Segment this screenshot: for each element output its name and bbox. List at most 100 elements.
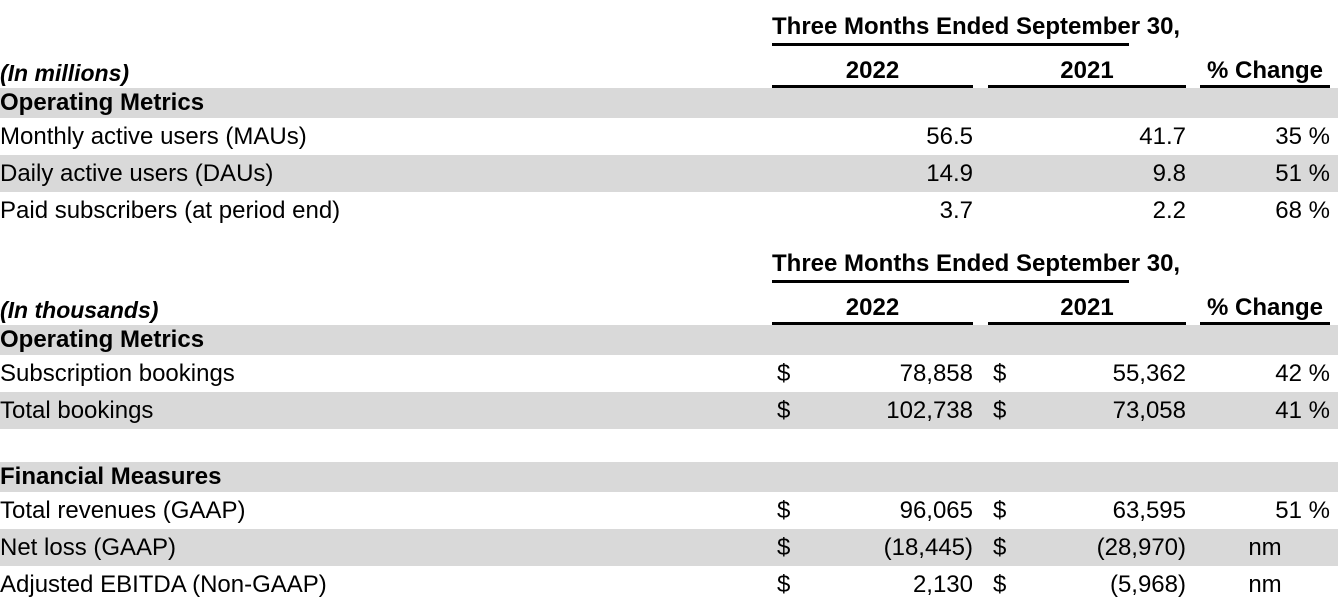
value-2022: 56.5 [926,122,973,150]
value-text: (18,445) [883,533,973,561]
value-pct-change: 51 % [1275,159,1330,187]
column-gap [1186,355,1200,392]
column-header-2022: 2022 [772,46,973,88]
operating-metrics-thousands-table: Three Months Ended September 30, (In tho… [0,249,1338,429]
table-row-adjusted-ebitda: Adjusted EBITDA (Non-GAAP) $ 2,130 $ (5,… [0,566,1338,603]
dollar-sign: $ [993,496,1007,524]
financial-measures-table: Financial Measures Total revenues (GAAP)… [0,462,1338,603]
dollar-sign: $ [777,570,791,598]
dollar-sign: $ [777,396,791,424]
empty-cell [1330,46,1338,87]
column-header-row: (In millions) 2022 2021 % Change [0,46,1338,88]
empty-cell [1200,249,1330,283]
value-2021: 9.8 [1152,159,1186,187]
empty-cell [1200,12,1330,46]
empty-cell [1330,118,1338,155]
value-pct-change: nm [1248,570,1282,598]
section-header-row: Operating Metrics [0,323,1338,355]
column-header-pct-change: % Change [1200,283,1330,325]
empty-cell [1330,12,1338,46]
value-2021: 41.7 [1139,122,1186,150]
value-2022: $ 96,065 [772,492,973,529]
period-header: Three Months Ended September 30, [772,250,1180,283]
row-label: Daily active users (DAUs) [0,159,274,187]
operating-metrics-millions-table: Three Months Ended September 30, (In mil… [0,12,1338,229]
value-2021: 2.2 [1152,196,1186,224]
column-gap [1186,155,1200,192]
column-gap [1186,46,1200,87]
column-header-2021: 2021 [988,46,1186,88]
dollar-sign: $ [777,533,791,561]
empty-cell [1330,283,1338,324]
empty-cell [0,12,772,46]
column-gap [1186,492,1200,529]
period-header-row: Three Months Ended September 30, [0,12,1338,46]
section-header-row: Operating Metrics [0,86,1338,118]
value-2022: 14.9 [926,159,973,187]
value-text: 96,065 [899,496,973,524]
dollar-sign: $ [777,359,791,387]
period-header: Three Months Ended September 30, [772,13,1180,46]
value-pct-change: 51 % [1275,496,1330,524]
value-text: (28,970) [1096,533,1186,561]
column-gap [973,192,988,229]
column-gap [1186,566,1200,603]
empty-cell [1186,12,1200,46]
column-gap [973,46,988,87]
period-header-cell: Three Months Ended September 30, [772,249,1186,283]
value-2021: $ (28,970) [988,529,1186,566]
table-row-total-revenues: Total revenues (GAAP) $ 96,065 $ 63,595 … [0,492,1338,529]
column-gap [973,118,988,155]
dollar-sign: $ [993,359,1007,387]
row-label: Net loss (GAAP) [0,533,177,561]
value-text: 2,130 [912,570,973,598]
empty-cell [1330,492,1338,529]
table-row-maus: Monthly active users (MAUs) 56.5 41.7 35… [0,118,1338,155]
unit-label: (In thousands) [0,296,159,323]
value-2021: $ 73,058 [988,392,1186,429]
value-text: 78,858 [899,359,973,387]
value-text: 55,362 [1112,359,1186,387]
value-text: 63,595 [1112,496,1186,524]
column-header-pct-change: % Change [1200,46,1330,88]
column-gap [1186,192,1200,229]
row-label: Paid subscribers (at period end) [0,196,341,224]
section-header: Operating Metrics [0,89,205,116]
section-header: Operating Metrics [0,326,205,353]
period-header-cell: Three Months Ended September 30, [772,12,1186,46]
empty-cell [1330,155,1338,192]
empty-cell [1330,192,1338,229]
value-2022: $ 102,738 [772,392,973,429]
value-pct-change: 35 % [1275,122,1330,150]
column-gap [1186,392,1200,429]
column-gap [1186,529,1200,566]
value-text: (5,968) [1109,570,1186,598]
column-gap [973,355,988,392]
empty-cell [1330,355,1338,392]
table-row-total-bookings: Total bookings $ 102,738 $ 73,058 41 % [0,392,1338,429]
value-2022: $ 2,130 [772,566,973,603]
value-2021: $ 63,595 [988,492,1186,529]
unit-label: (In millions) [0,59,130,86]
section-header: Financial Measures [0,463,222,490]
column-gap [973,155,988,192]
value-2022: 3.7 [939,196,973,224]
value-pct-change: 68 % [1275,196,1330,224]
column-gap [973,392,988,429]
table-row-daus: Daily active users (DAUs) 14.9 9.8 51 % [0,155,1338,192]
column-gap [1186,283,1200,324]
period-header-row: Three Months Ended September 30, [0,249,1338,283]
row-label: Adjusted EBITDA (Non-GAAP) [0,570,327,598]
column-header-2021: 2021 [988,283,1186,325]
row-label: Total revenues (GAAP) [0,496,246,524]
dollar-sign: $ [993,570,1007,598]
value-pct-change: nm [1248,533,1282,561]
column-gap [973,492,988,529]
empty-cell [1330,566,1338,603]
value-text: 73,058 [1112,396,1186,424]
value-pct-change: 41 % [1275,396,1330,424]
value-2022: $ 78,858 [772,355,973,392]
column-header-2022: 2022 [772,283,973,325]
value-text: 102,738 [886,396,973,424]
value-2021: $ 55,362 [988,355,1186,392]
